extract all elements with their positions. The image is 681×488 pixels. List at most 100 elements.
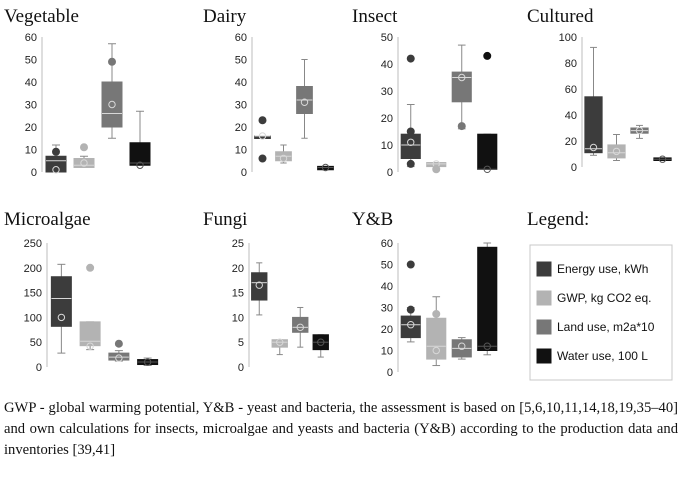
mean-marker bbox=[635, 126, 644, 135]
y-tick-label: 10 bbox=[25, 145, 37, 157]
outlier-point bbox=[406, 159, 415, 168]
figure-caption: GWP - global warming potential, Y&B - ye… bbox=[4, 400, 678, 458]
box bbox=[73, 158, 95, 168]
y-tick-label: 50 bbox=[25, 55, 37, 67]
y-tick-label: 50 bbox=[30, 337, 42, 349]
boxplot-figure: Vegetable0102030405060Dairy0102030405060… bbox=[4, 6, 673, 381]
y-tick-label: 250 bbox=[24, 238, 42, 250]
outlier-point bbox=[406, 54, 415, 63]
box bbox=[584, 96, 603, 154]
mean-marker bbox=[321, 163, 330, 172]
box bbox=[271, 339, 288, 348]
y-tick-label: 0 bbox=[241, 167, 247, 179]
y-tick-label: 0 bbox=[31, 167, 37, 179]
outlier-point bbox=[432, 165, 441, 174]
panel-title-fungi: Fungi bbox=[203, 209, 247, 230]
outlier-point bbox=[483, 51, 492, 60]
box bbox=[251, 272, 268, 301]
y-tick-label: 0 bbox=[571, 162, 577, 174]
mean-marker bbox=[108, 100, 116, 109]
mean-marker bbox=[483, 165, 491, 174]
y-tick-label: 100 bbox=[24, 312, 42, 324]
mean-marker bbox=[317, 338, 325, 346]
panel-title-dairy: Dairy bbox=[203, 6, 247, 27]
mean-marker bbox=[296, 323, 304, 332]
mean-marker bbox=[589, 143, 598, 152]
y-tick-label: 20 bbox=[25, 122, 37, 134]
mean-marker bbox=[80, 159, 88, 167]
panel-title-insect: Insect bbox=[352, 6, 398, 27]
panel-title-cultured: Cultured bbox=[527, 6, 594, 27]
y-tick-label: 60 bbox=[381, 238, 393, 250]
mean-marker bbox=[407, 321, 415, 329]
y-tick-label: 60 bbox=[565, 84, 577, 96]
y-tick-label: 60 bbox=[25, 32, 37, 44]
mean-marker bbox=[52, 166, 60, 174]
box bbox=[607, 144, 626, 159]
outlier-point bbox=[52, 147, 60, 156]
box bbox=[477, 133, 498, 170]
y-tick-label: 30 bbox=[25, 100, 37, 112]
outlier-point bbox=[258, 154, 267, 163]
box bbox=[400, 133, 421, 159]
box bbox=[79, 321, 101, 347]
outlier-point bbox=[406, 260, 415, 269]
box bbox=[292, 316, 309, 333]
mean-marker bbox=[458, 342, 466, 350]
y-tick-label: 25 bbox=[232, 238, 244, 250]
y-tick-label: 60 bbox=[235, 32, 247, 44]
mean-marker bbox=[86, 342, 94, 350]
box bbox=[129, 142, 151, 166]
outlier-point bbox=[108, 57, 116, 66]
legend-label: Water use, 100 L bbox=[557, 349, 648, 363]
mean-marker bbox=[612, 147, 621, 156]
y-tick-label: 100 bbox=[559, 32, 577, 44]
y-tick-label: 10 bbox=[235, 145, 247, 157]
y-tick-label: 0 bbox=[387, 167, 393, 179]
mean-marker bbox=[458, 73, 466, 82]
y-tick-label: 40 bbox=[381, 281, 393, 293]
box bbox=[400, 315, 421, 339]
outlier-point bbox=[114, 339, 123, 348]
y-tick-label: 150 bbox=[24, 288, 42, 300]
y-tick-label: 20 bbox=[381, 113, 393, 125]
y-tick-label: 5 bbox=[238, 337, 244, 349]
panel-title-vegetable: Vegetable bbox=[4, 6, 79, 27]
legend-label: GWP, kg CO2 eq. bbox=[557, 291, 651, 305]
legend-swatch bbox=[536, 319, 552, 335]
outlier-point bbox=[86, 263, 95, 272]
y-tick-label: 15 bbox=[232, 288, 244, 300]
mean-marker bbox=[300, 98, 309, 106]
legend-swatch bbox=[536, 348, 552, 364]
mean-marker bbox=[483, 342, 491, 350]
y-tick-label: 40 bbox=[381, 59, 393, 71]
y-tick-label: 20 bbox=[381, 324, 393, 336]
legend-swatch bbox=[536, 261, 552, 277]
legend-label: Energy use, kWh bbox=[557, 262, 648, 276]
mean-marker bbox=[276, 338, 284, 346]
box bbox=[451, 71, 472, 103]
y-tick-label: 200 bbox=[24, 263, 42, 275]
outlier-point bbox=[80, 143, 88, 152]
y-tick-label: 80 bbox=[565, 58, 577, 70]
y-tick-label: 0 bbox=[387, 367, 393, 379]
mean-marker bbox=[143, 358, 152, 366]
outlier-point bbox=[457, 122, 466, 131]
y-tick-label: 30 bbox=[381, 86, 393, 98]
y-tick-label: 30 bbox=[235, 100, 247, 112]
mean-marker bbox=[255, 281, 263, 289]
box bbox=[45, 155, 67, 173]
box bbox=[477, 246, 498, 351]
y-tick-label: 40 bbox=[25, 77, 37, 89]
legend-swatch bbox=[536, 290, 552, 306]
box bbox=[426, 317, 447, 360]
mean-marker bbox=[432, 346, 440, 355]
box bbox=[101, 81, 123, 128]
y-tick-label: 30 bbox=[381, 303, 393, 315]
legend-title: Legend: bbox=[527, 209, 589, 230]
outlier-point bbox=[406, 127, 415, 136]
y-tick-label: 20 bbox=[235, 122, 247, 134]
box bbox=[317, 165, 334, 171]
y-tick-label: 40 bbox=[235, 77, 247, 89]
y-tick-label: 0 bbox=[36, 362, 42, 374]
